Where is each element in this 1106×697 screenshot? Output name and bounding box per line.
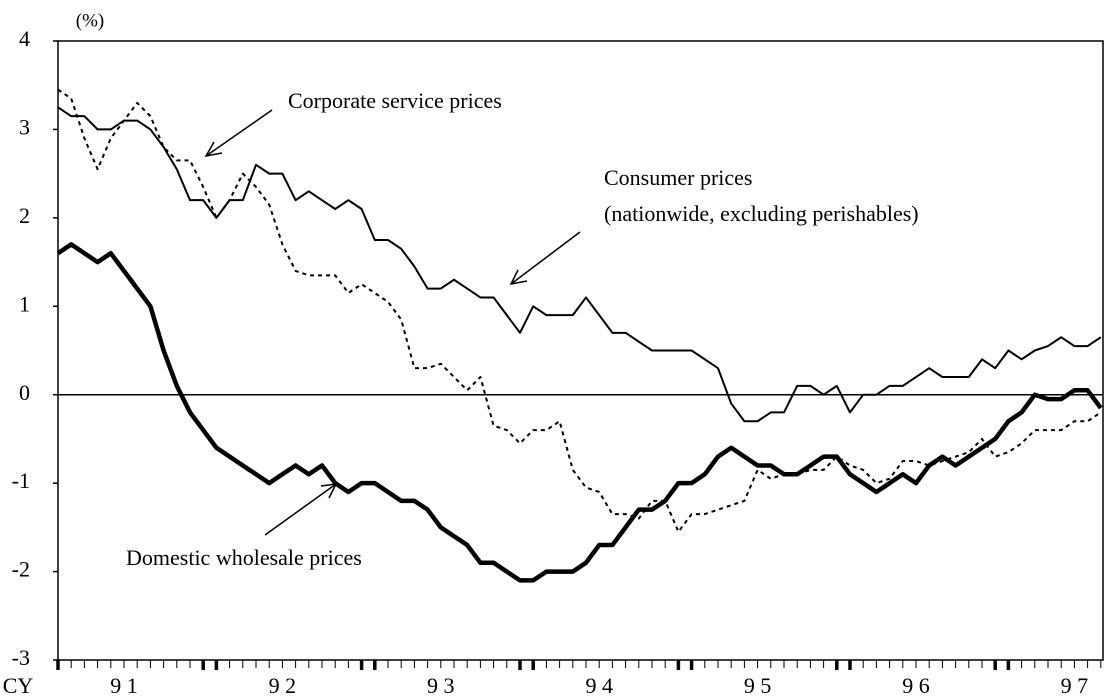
annotation: Domestic wholesale prices (126, 545, 362, 570)
annotation: Corporate service prices (288, 88, 502, 113)
y-tick-label: 4 (19, 26, 30, 51)
plot-frame (57, 40, 1104, 661)
y-tick-label: 1 (19, 291, 30, 316)
series-line (57, 106, 1102, 423)
x-tick-label: 9 1 (110, 673, 138, 697)
annotation: (nationwide, excluding perishables) (604, 201, 919, 226)
y-tick-label: 2 (19, 203, 30, 228)
y-tick-label: 3 (19, 114, 30, 139)
x-tick-label: 9 2 (269, 673, 297, 697)
y-axis-unit: (%) (76, 10, 104, 31)
x-tick-label: 9 4 (585, 673, 613, 697)
x-tick-label: 9 6 (902, 673, 930, 697)
x-tick-label: 9 7 (1061, 673, 1089, 697)
y-tick-label: 0 (19, 380, 30, 405)
y-tick-label: -3 (12, 645, 30, 670)
arrow (264, 483, 337, 536)
y-tick-label: -2 (12, 557, 30, 582)
arrow-head (204, 141, 223, 158)
arrow (205, 109, 273, 157)
arrow (510, 231, 581, 285)
series-line (56, 242, 1103, 583)
y-tick-label: -1 (12, 468, 30, 493)
arrows (204, 109, 581, 536)
series-line (57, 88, 1102, 533)
annotation: Consumer prices (604, 165, 752, 190)
arrow-head (509, 269, 528, 286)
x-tick-label: 9 3 (427, 673, 455, 697)
x-axis-label: CY (3, 673, 34, 697)
x-tick-label: 9 5 (744, 673, 772, 697)
